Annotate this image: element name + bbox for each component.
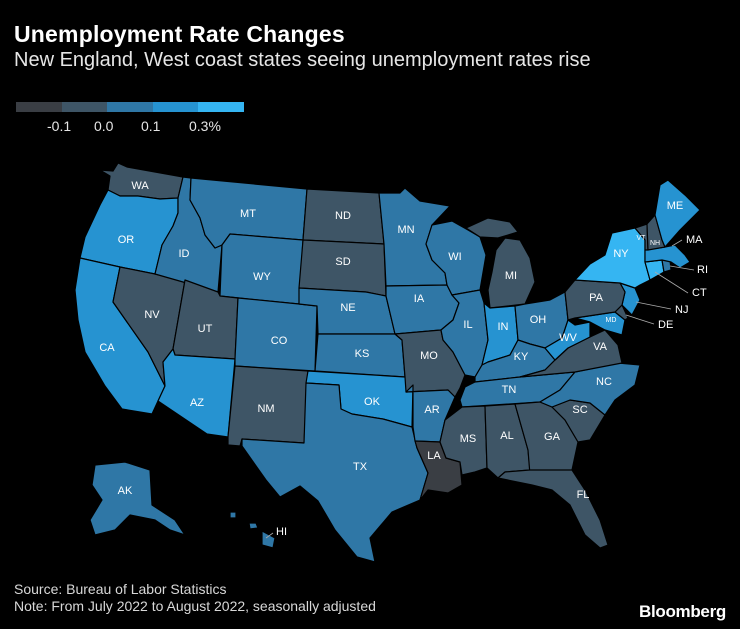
state-label-mn: MN bbox=[397, 224, 414, 236]
state-nc[interactable] bbox=[539, 362, 641, 416]
legend-tick-3: 0.3% bbox=[189, 118, 221, 134]
state-label-id: ID bbox=[179, 248, 190, 260]
state-label-nv: NV bbox=[144, 309, 160, 321]
state-label-wa: WA bbox=[131, 180, 149, 192]
state-sd[interactable] bbox=[298, 239, 387, 297]
state-label-tx: TX bbox=[353, 461, 368, 473]
state-ms[interactable] bbox=[439, 405, 488, 476]
state-label-al: AL bbox=[500, 430, 513, 442]
state-label-la: LA bbox=[427, 450, 441, 462]
state-ak[interactable] bbox=[89, 461, 186, 536]
legend-tick-2: 0.1 bbox=[141, 118, 161, 134]
state-label-ne: NE bbox=[340, 302, 355, 314]
legend-tick-1: 0.0 bbox=[94, 118, 114, 134]
state-me[interactable] bbox=[654, 179, 701, 248]
state-label-va: VA bbox=[593, 341, 608, 353]
leader-de bbox=[625, 314, 655, 325]
leader-nj bbox=[635, 301, 672, 310]
legend-swatch-3 bbox=[152, 102, 199, 112]
state-label-ms: MS bbox=[460, 433, 477, 445]
leader-hi bbox=[265, 532, 274, 539]
state-label-nm: NM bbox=[257, 403, 274, 415]
state-label-ar: AR bbox=[424, 404, 439, 416]
state-label-ak: AK bbox=[118, 485, 133, 497]
state-label-wy: WY bbox=[253, 271, 271, 283]
legend-bar bbox=[16, 102, 244, 112]
legend-tick-0: -0.1 bbox=[47, 118, 72, 134]
state-label-or: OR bbox=[118, 234, 135, 246]
state-label-ky: KY bbox=[514, 351, 529, 363]
state-az[interactable] bbox=[157, 348, 236, 438]
state-label-hi: HI bbox=[276, 526, 287, 538]
state-label-vt: VT bbox=[637, 235, 647, 242]
state-vt[interactable] bbox=[634, 223, 649, 251]
state-wy[interactable] bbox=[219, 233, 304, 305]
state-hi[interactable] bbox=[229, 511, 276, 549]
state-label-nj: NJ bbox=[675, 304, 688, 316]
leader-ma bbox=[671, 239, 683, 247]
state-label-nd: ND bbox=[335, 210, 351, 222]
state-label-nc: NC bbox=[596, 376, 612, 388]
state-label-ri: RI bbox=[697, 264, 708, 276]
state-label-de: DE bbox=[658, 319, 673, 331]
state-label-in: IN bbox=[498, 321, 509, 333]
state-label-oh: OH bbox=[530, 314, 547, 326]
state-label-ny: NY bbox=[613, 248, 629, 260]
state-label-az: AZ bbox=[190, 397, 204, 409]
state-label-wi: WI bbox=[448, 251, 461, 263]
state-label-ks: KS bbox=[355, 348, 370, 360]
state-ma[interactable] bbox=[644, 244, 691, 269]
state-label-il: IL bbox=[463, 319, 472, 331]
state-label-ga: GA bbox=[544, 431, 561, 443]
state-label-mt: MT bbox=[240, 208, 256, 220]
legend-swatch-0 bbox=[16, 102, 62, 112]
state-mi[interactable] bbox=[465, 217, 536, 309]
state-label-ut: UT bbox=[198, 323, 213, 335]
state-fl[interactable] bbox=[497, 469, 609, 549]
state-label-sd: SD bbox=[335, 256, 350, 268]
state-label-ma: MA bbox=[686, 234, 703, 246]
state-label-mo: MO bbox=[420, 350, 438, 362]
state-label-pa: PA bbox=[589, 292, 604, 304]
legend-swatch-2 bbox=[107, 102, 153, 112]
state-label-me: ME bbox=[667, 200, 684, 212]
state-label-tn: TN bbox=[502, 384, 517, 396]
legend-swatch-4 bbox=[198, 102, 244, 112]
bloomberg-logo: Bloomberg bbox=[638, 602, 726, 621]
state-label-co: CO bbox=[271, 335, 288, 347]
source-text: Source: Bureau of Labor Statistics bbox=[14, 581, 227, 597]
state-label-sc: SC bbox=[572, 404, 587, 416]
state-label-ca: CA bbox=[99, 342, 115, 354]
chart-subtitle: New England, West coast states seeing un… bbox=[14, 49, 591, 71]
chart-title: Unemployment Rate Changes bbox=[14, 21, 345, 47]
state-label-nh: NH bbox=[650, 240, 660, 247]
legend-swatch-1 bbox=[61, 102, 108, 112]
state-tx[interactable] bbox=[241, 382, 429, 563]
note-text: Note: From July 2022 to August 2022, sea… bbox=[14, 598, 376, 614]
leader-ct bbox=[654, 271, 689, 294]
state-label-ok: OK bbox=[364, 396, 381, 408]
source-note: Source: Bureau of Labor Statistics Note:… bbox=[14, 581, 376, 615]
leader-ri bbox=[669, 265, 695, 271]
state-label-fl: FL bbox=[577, 489, 590, 501]
state-label-mi: MI bbox=[505, 270, 517, 282]
state-label-ia: IA bbox=[414, 293, 425, 305]
state-label-md: MD bbox=[606, 317, 617, 324]
state-label-ct: CT bbox=[692, 287, 707, 299]
state-label-wv: WV bbox=[559, 332, 577, 344]
